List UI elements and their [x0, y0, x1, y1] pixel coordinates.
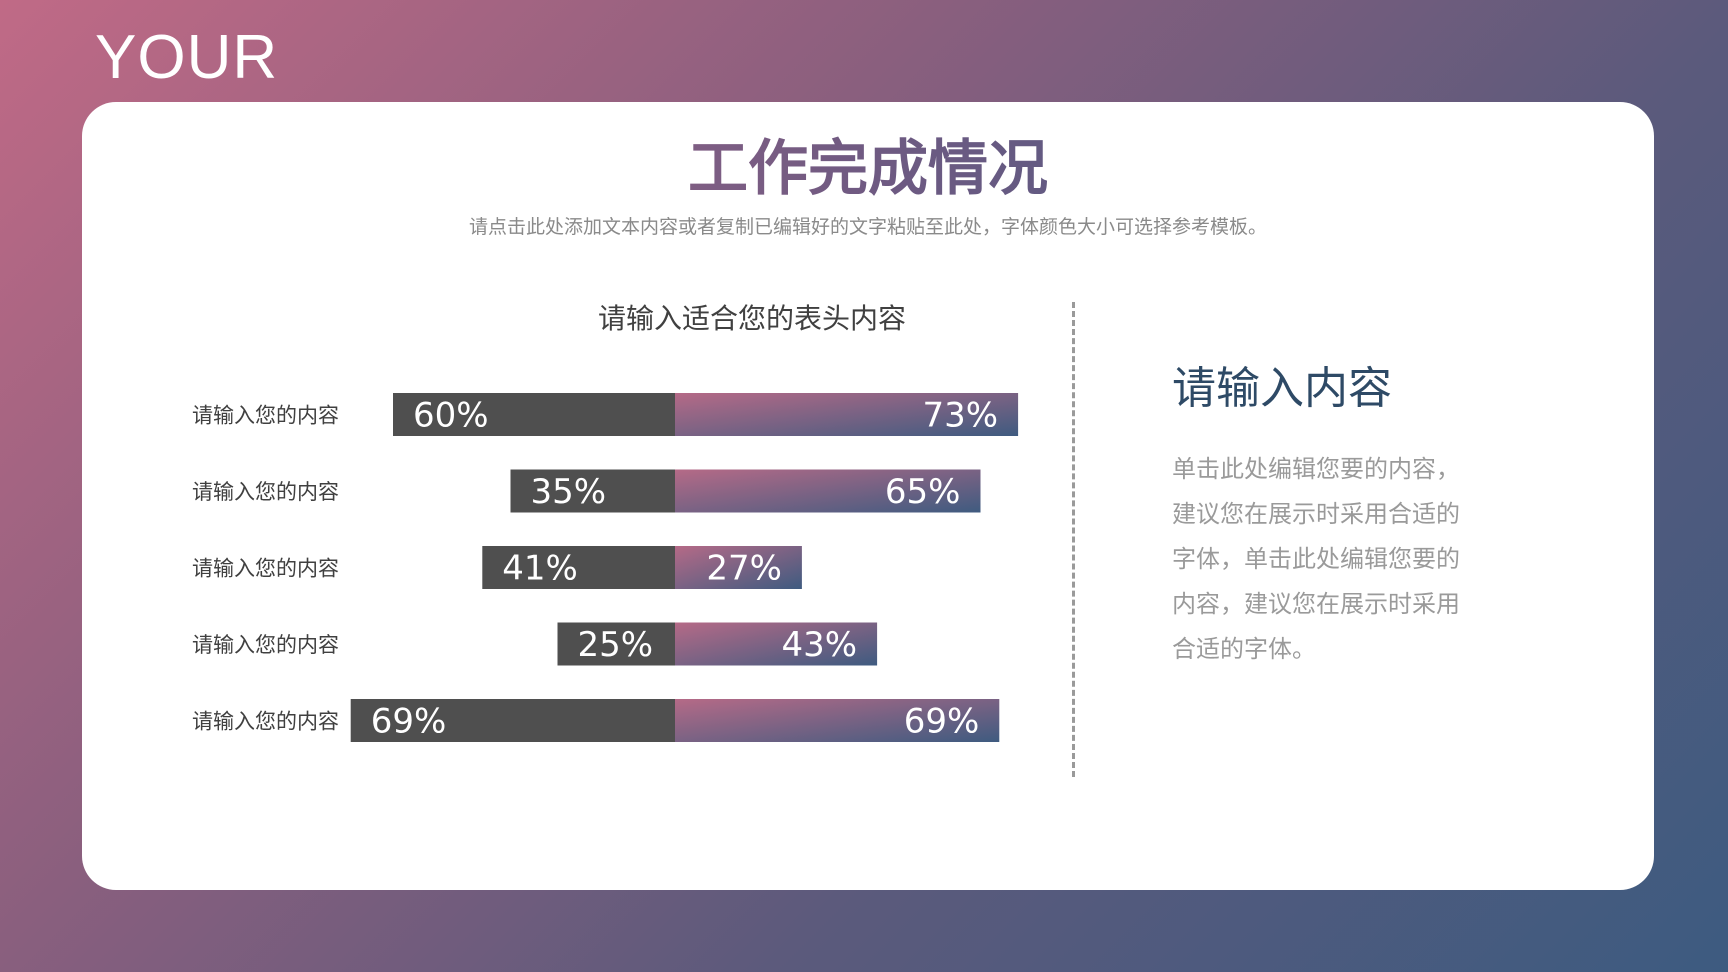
left-bar	[557, 622, 675, 666]
category-label: 请输入您的内容	[192, 557, 339, 581]
left-bar-label: 69%	[371, 702, 447, 742]
right-bar-label: 73%	[923, 396, 999, 436]
right-bar	[675, 546, 802, 589]
right-bar-label: 43%	[782, 625, 858, 665]
left-bar	[350, 699, 675, 742]
category-label: 请输入您的内容	[192, 633, 339, 657]
left-bar	[393, 393, 675, 436]
category-label: 请输入您的内容	[192, 404, 339, 428]
right-bar-label: 65%	[885, 472, 961, 512]
right-bar-label: 69%	[904, 702, 980, 742]
left-bar	[482, 546, 675, 589]
left-bar-label: 60%	[413, 396, 489, 436]
chart-title: 请输入适合您的表头内容	[597, 302, 906, 335]
content-card: 工作完成情况 请点击此处添加文本内容或者复制已编辑好的文字粘贴至此处，字体颜色大…	[82, 102, 1654, 890]
left-bar	[510, 469, 675, 513]
right-bar	[675, 393, 1019, 436]
page-title: 工作完成情况	[82, 120, 1654, 207]
diverging-bar-chart: 请输入您的内容 60% 73% 请输入您的内容 35% 65% 请输入您的内容 41% 27% 请…	[192, 393, 1019, 742]
side-paragraph: 单击此处编辑您要的内容，建议您在展示时采用合适的字体，单击此处编辑您要的内容，建…	[1172, 455, 1460, 663]
dashed-divider	[1072, 302, 1075, 777]
left-bar-label: 41%	[502, 549, 578, 589]
category-label: 请输入您的内容	[192, 710, 339, 734]
right-bar	[675, 622, 878, 666]
left-bar-label: 35%	[531, 472, 607, 512]
left-bar-label: 25%	[578, 625, 654, 665]
right-bar	[675, 699, 1000, 742]
category-label: 请输入您的内容	[192, 480, 339, 504]
right-bar-label: 27%	[706, 549, 782, 589]
page-subtitle: 请点击此处添加文本内容或者复制已编辑好的文字粘贴至此处，字体颜色大小可选择参考模…	[468, 216, 1267, 238]
corner-word: YOUR	[95, 23, 279, 92]
side-heading: 请输入内容	[1172, 363, 1392, 414]
right-bar	[675, 469, 981, 513]
